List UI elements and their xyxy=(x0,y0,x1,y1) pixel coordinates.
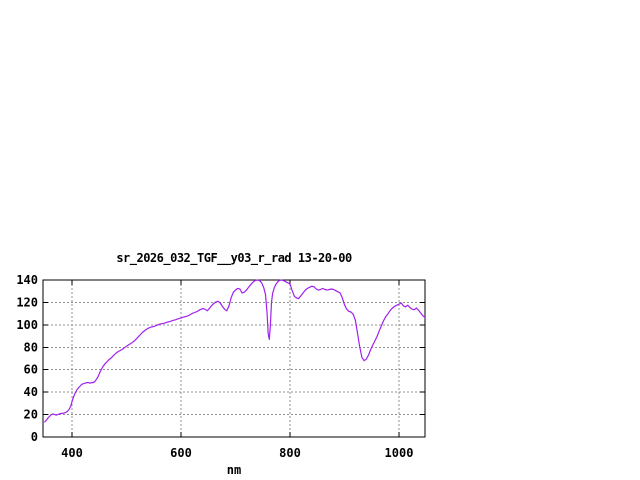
y-tick-labels: 0 20 40 60 80 100 120 140 xyxy=(16,273,38,444)
y-tick-label: 0 xyxy=(31,430,38,444)
plot-border xyxy=(42,279,426,438)
x-tick-label: 1000 xyxy=(385,446,414,460)
y-tick-label: 40 xyxy=(24,385,38,399)
grid-lines xyxy=(43,280,425,437)
y-tick-label: 80 xyxy=(24,340,38,354)
x-tick-label: 600 xyxy=(170,446,192,460)
spectrum-line xyxy=(44,279,426,423)
x-tick-label: 800 xyxy=(279,446,301,460)
y-tick-label: 100 xyxy=(16,318,38,332)
y-tick-label: 60 xyxy=(24,363,38,377)
y-tick-label: 20 xyxy=(24,408,38,422)
x-tick-label: 400 xyxy=(61,446,83,460)
x-tick-labels: 400 600 800 1000 xyxy=(61,446,413,460)
y-tick-label: 120 xyxy=(16,295,38,309)
y-tick-label: 140 xyxy=(16,273,38,287)
data-series xyxy=(44,279,426,423)
chart-title: sr_2026_032_TGF__y03_r_rad 13-20-00 xyxy=(116,251,352,266)
x-axis-label: nm xyxy=(227,463,241,477)
axis-ticks xyxy=(43,279,425,438)
